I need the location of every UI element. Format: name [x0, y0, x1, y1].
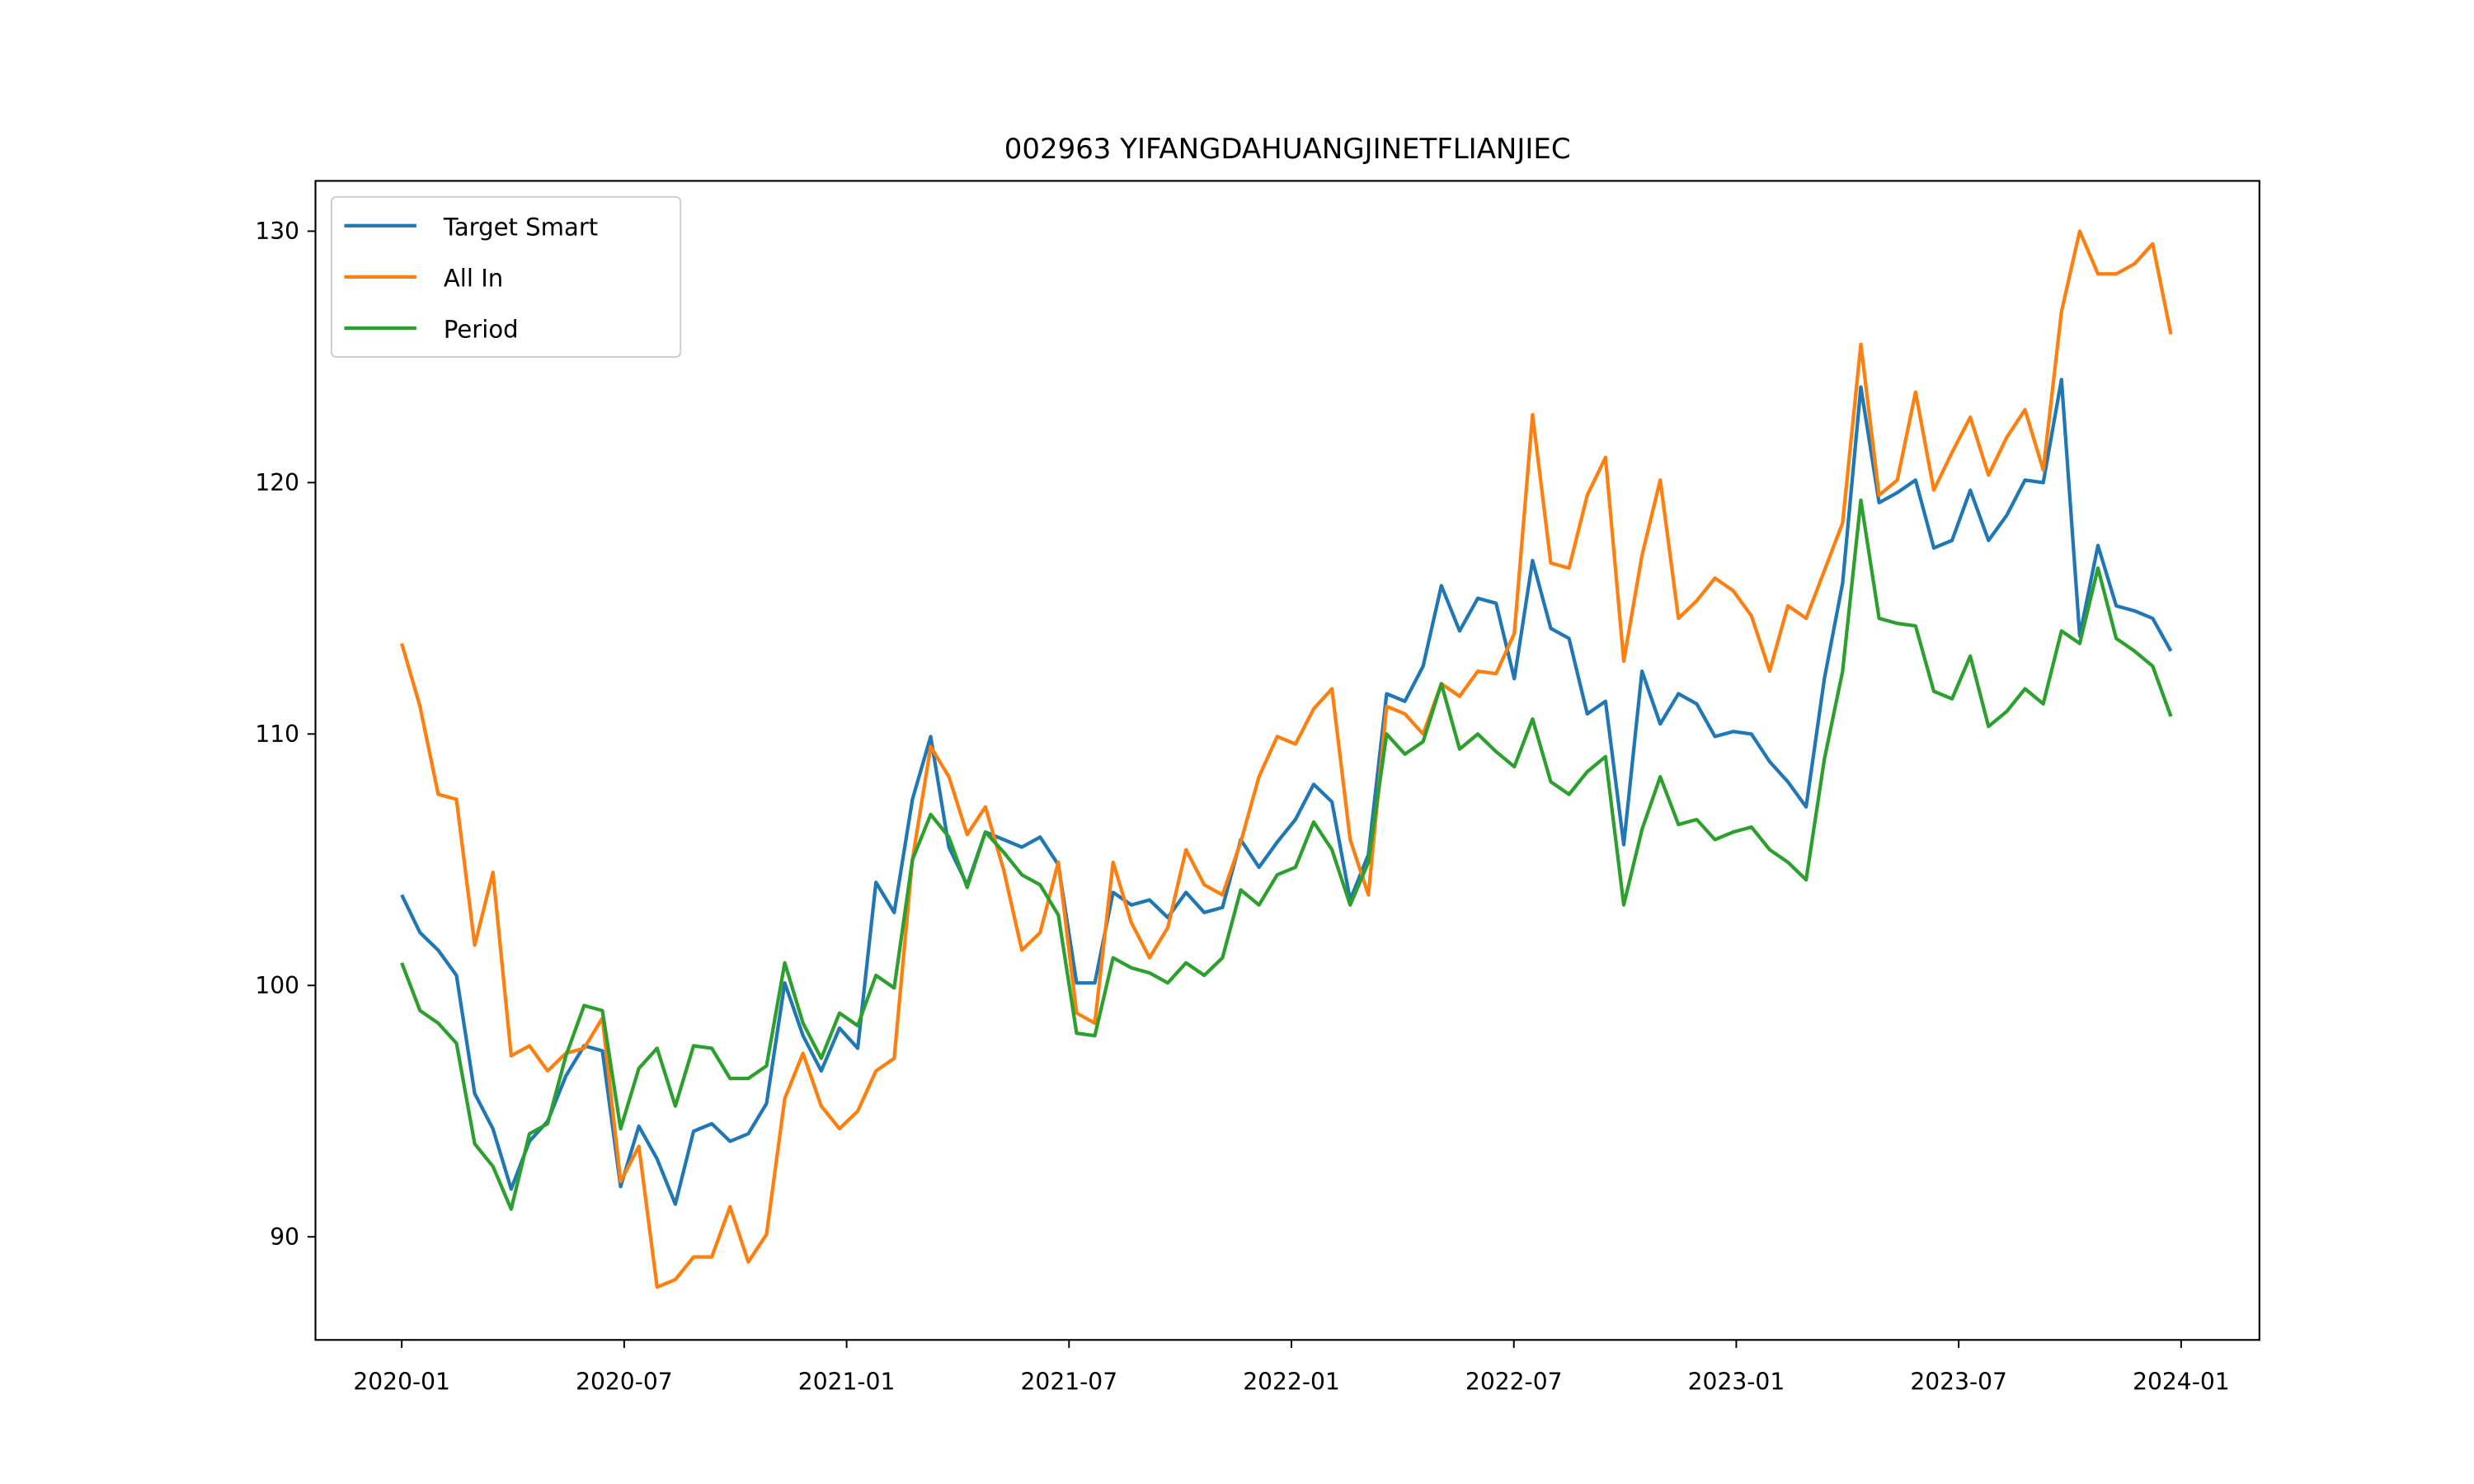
x-tick-label: 2024-01 [2133, 1368, 2230, 1395]
legend-label: All In [444, 265, 503, 293]
y-tick-label: 90 [270, 1223, 299, 1251]
x-tick-label: 2020-07 [576, 1368, 673, 1395]
y-tick-label: 100 [255, 972, 299, 999]
x-tick-label: 2023-01 [1688, 1368, 1785, 1395]
plot-frame [314, 180, 2260, 1341]
legend: Target Smart All In Period [330, 195, 682, 358]
y-tick-label: 120 [255, 469, 299, 496]
x-tick-label: 2021-01 [798, 1368, 896, 1395]
series-line [400, 498, 2173, 1211]
series-line [400, 229, 2173, 1289]
x-tick-label: 2022-01 [1243, 1368, 1340, 1395]
legend-box [330, 195, 682, 358]
y-tick-label: 110 [255, 721, 299, 748]
x-tick-label: 2020-01 [353, 1368, 450, 1395]
x-tick-label: 2021-07 [1021, 1368, 1118, 1395]
x-tick-label: 2023-07 [1910, 1368, 2007, 1395]
legend-label: Period [444, 316, 519, 344]
chart-title: 002963 YIFANGDAHUANGJINETFLIANJIEC [1004, 133, 1571, 166]
x-tick-label: 2022-07 [1465, 1368, 1563, 1395]
legend-label: Target Smart [443, 213, 598, 241]
y-tick-label: 130 [255, 218, 299, 245]
